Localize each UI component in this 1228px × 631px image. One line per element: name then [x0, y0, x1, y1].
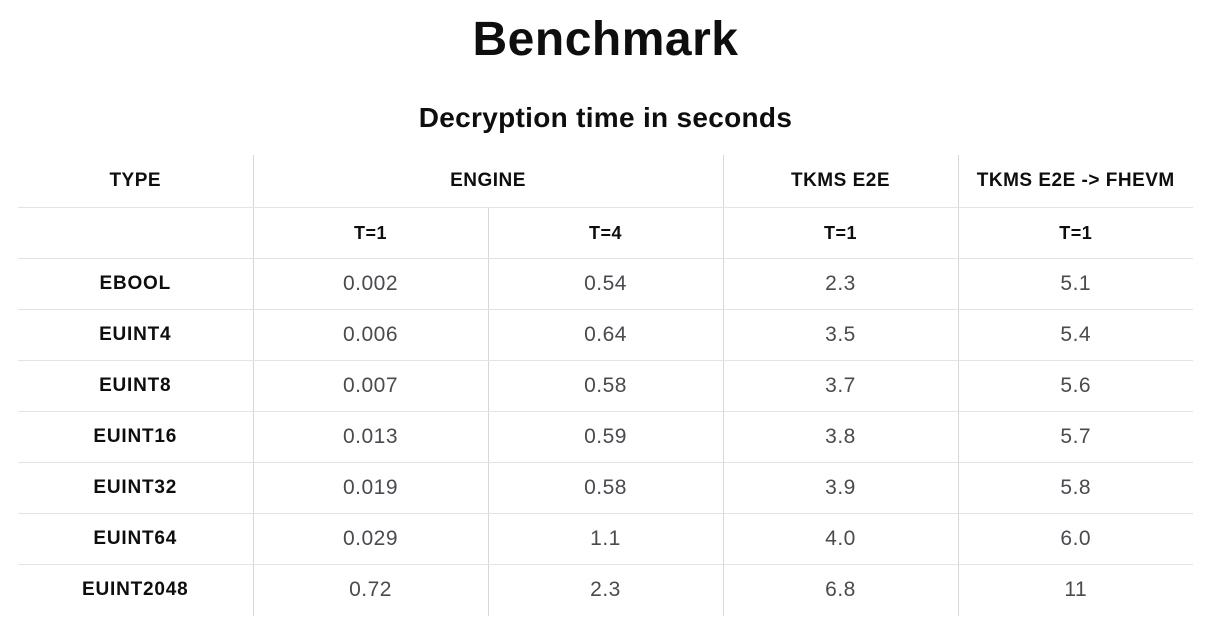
cell-value: 5.6 — [957, 360, 1193, 412]
cell-value: 4.0 — [722, 513, 958, 565]
page-title: Benchmark — [472, 13, 739, 66]
header-sub-row: T=1 T=4 T=1 T=1 — [18, 207, 1193, 259]
col-header-tkms-e2e-fhevm: TKMS E2E -> FHEVM — [957, 155, 1193, 208]
row-label: EUINT64 — [18, 513, 253, 565]
cell-value: 0.72 — [252, 564, 488, 616]
benchmark-table: TYPE ENGINE TKMS E2E TKMS E2E -> FHEVM T… — [18, 155, 1193, 616]
row-label: EBOOL — [18, 258, 253, 310]
row-label: EUINT4 — [18, 309, 253, 361]
cell-value: 5.4 — [957, 309, 1193, 361]
cell-value: 0.59 — [487, 411, 723, 463]
cell-value: 0.002 — [252, 258, 488, 310]
table-row-euint16: EUINT16 0.013 0.59 3.8 5.7 — [18, 411, 1193, 463]
row-label: EUINT2048 — [18, 564, 253, 616]
cell-value: 0.64 — [487, 309, 723, 361]
table-row-euint8: EUINT8 0.007 0.58 3.7 5.6 — [18, 360, 1193, 412]
sub-header-tkms-t1: T=1 — [722, 207, 958, 259]
cell-value: 5.8 — [957, 462, 1193, 514]
cell-value: 11 — [957, 564, 1193, 616]
cell-value: 5.7 — [957, 411, 1193, 463]
table-row-euint64: EUINT64 0.029 1.1 4.0 6.0 — [18, 513, 1193, 565]
cell-value: 2.3 — [487, 564, 723, 616]
col-header-engine: ENGINE — [252, 155, 723, 208]
cell-value: 3.8 — [722, 411, 958, 463]
col-header-tkms-e2e: TKMS E2E — [722, 155, 958, 208]
sub-header-empty — [18, 207, 253, 259]
cell-value: 0.007 — [252, 360, 488, 412]
cell-value: 0.58 — [487, 462, 723, 514]
col-header-type: TYPE — [18, 155, 253, 208]
cell-value: 0.54 — [487, 258, 723, 310]
cell-value: 3.7 — [722, 360, 958, 412]
table-row-euint4: EUINT4 0.006 0.64 3.5 5.4 — [18, 309, 1193, 361]
sub-header-engine-t1: T=1 — [252, 207, 488, 259]
cell-value: 6.0 — [957, 513, 1193, 565]
sub-header-engine-t4: T=4 — [487, 207, 723, 259]
cell-value: 0.029 — [252, 513, 488, 565]
table-row-euint32: EUINT32 0.019 0.58 3.9 5.8 — [18, 462, 1193, 514]
cell-value: 1.1 — [487, 513, 723, 565]
header-group-row: TYPE ENGINE TKMS E2E TKMS E2E -> FHEVM — [18, 155, 1193, 208]
sub-header-fhevm-t1: T=1 — [957, 207, 1193, 259]
cell-value: 3.5 — [722, 309, 958, 361]
cell-value: 0.006 — [252, 309, 488, 361]
cell-value: 0.019 — [252, 462, 488, 514]
cell-value: 5.1 — [957, 258, 1193, 310]
row-label: EUINT32 — [18, 462, 253, 514]
cell-value: 2.3 — [722, 258, 958, 310]
row-label: EUINT16 — [18, 411, 253, 463]
cell-value: 6.8 — [722, 564, 958, 616]
cell-value: 3.9 — [722, 462, 958, 514]
benchmark-section: Benchmark Decryption time in seconds TYP… — [18, 12, 1193, 616]
table-row-euint2048: EUINT2048 0.72 2.3 6.8 11 — [18, 564, 1193, 616]
cell-value: 0.58 — [487, 360, 723, 412]
cell-value: 0.013 — [252, 411, 488, 463]
table-row-ebool: EBOOL 0.002 0.54 2.3 5.1 — [18, 258, 1193, 310]
row-label: EUINT8 — [18, 360, 253, 412]
page-subtitle: Decryption time in seconds — [418, 102, 793, 133]
